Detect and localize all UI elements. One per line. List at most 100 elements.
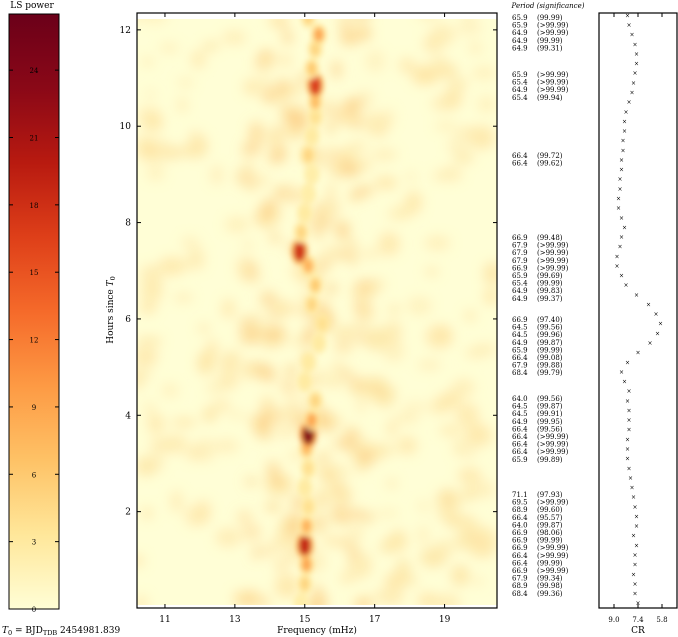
cr-point: × bbox=[619, 167, 624, 174]
period-significance: (99.99) bbox=[537, 346, 563, 354]
heatmap-frame bbox=[136, 12, 498, 609]
period-significance: (>99.99) bbox=[537, 264, 569, 272]
period-value: 69.5 bbox=[512, 499, 528, 507]
period-value: 66.4 bbox=[512, 514, 528, 522]
period-significance: (99.96) bbox=[537, 331, 563, 339]
ridge-power-core bbox=[301, 519, 312, 534]
cr-point: × bbox=[632, 562, 637, 569]
ridge-power-core bbox=[303, 499, 314, 514]
cr-point: × bbox=[616, 205, 621, 212]
cr-point: × bbox=[619, 273, 624, 280]
period-significance: (99.95) bbox=[537, 418, 563, 426]
period-significance: (>99.99) bbox=[537, 441, 569, 449]
period-value: 67.9 bbox=[512, 242, 528, 250]
ridge-power-core bbox=[306, 167, 317, 182]
period-significance: (99.87) bbox=[537, 339, 563, 347]
period-significance: (99.36) bbox=[537, 590, 563, 598]
colorbar-tick-label: 12 bbox=[30, 337, 39, 345]
cr-point: × bbox=[626, 427, 631, 434]
period-table: Period (significance) 65.9 (99.99) 65.9 (>9… bbox=[511, 2, 585, 598]
period-value: 64.9 bbox=[512, 287, 528, 295]
cr-point: × bbox=[632, 591, 637, 598]
cr-point: × bbox=[622, 118, 627, 125]
cr-point: × bbox=[655, 330, 660, 337]
period-value: 64.5 bbox=[512, 324, 528, 332]
ridge-power-core bbox=[306, 128, 317, 143]
cr-point: × bbox=[617, 186, 622, 193]
period-value: 64.5 bbox=[512, 331, 528, 339]
period-value: 68.4 bbox=[512, 369, 528, 377]
period-value: 65.9 bbox=[512, 22, 528, 30]
cr-point: × bbox=[626, 417, 631, 424]
ridge-power-core bbox=[303, 148, 314, 163]
cr-point: × bbox=[626, 99, 631, 106]
ridge-power-core bbox=[310, 393, 321, 408]
cr-point: × bbox=[619, 157, 624, 164]
period-value: 66.9 bbox=[512, 264, 528, 272]
heatmap-y-tick-label: 2 bbox=[125, 508, 131, 518]
period-value: 64.9 bbox=[512, 86, 528, 94]
period-value: 66.4 bbox=[512, 552, 528, 560]
period-value: 66.4 bbox=[512, 448, 528, 456]
period-significance: (98.06) bbox=[537, 529, 563, 537]
cr-point: × bbox=[625, 12, 630, 19]
period-value: 66.4 bbox=[512, 433, 528, 441]
period-value: 65.9 bbox=[512, 71, 528, 79]
ridge-power-core bbox=[303, 186, 314, 201]
period-significance: (99.94) bbox=[537, 94, 563, 102]
colorbar: LS power 0 3 6 9 12 15 18 21 24 bbox=[8, 1, 60, 614]
colorbar-tick-label: 15 bbox=[30, 269, 39, 277]
ridge-power-core bbox=[299, 480, 310, 495]
heatmap-y-tick-label: 10 bbox=[120, 122, 132, 132]
heatmap-panel: 11 13 15 17 19 2 4 6 8 10 12 Frequency (mHz) Hour… bbox=[106, 12, 498, 636]
period-significance: (99.56) bbox=[537, 324, 563, 332]
period-significance: (>99.99) bbox=[537, 79, 569, 87]
ridge-power-core bbox=[317, 316, 328, 331]
heatmap-x-tick-label: 17 bbox=[369, 615, 381, 625]
t0-reference-note: T0 = BJDTDB 2454981.839 bbox=[2, 626, 120, 637]
colorbar-tick-label: 0 bbox=[32, 606, 36, 614]
cr-point: × bbox=[632, 552, 637, 559]
period-significance: (99.99) bbox=[537, 280, 563, 288]
cr-point: × bbox=[617, 176, 622, 183]
period-value: 64.0 bbox=[512, 521, 528, 529]
period-significance: (99.72) bbox=[537, 152, 563, 160]
period-value: 66.9 bbox=[512, 234, 528, 242]
cr-point: × bbox=[622, 224, 627, 231]
cr-point: × bbox=[626, 388, 631, 395]
ridge-power-core bbox=[301, 557, 312, 572]
heatmap-x-label: Frequency (mHz) bbox=[277, 625, 357, 636]
heatmap-y-tick-label: 6 bbox=[125, 315, 131, 325]
period-significance: (99.08) bbox=[537, 354, 563, 362]
cr-point: × bbox=[614, 253, 619, 260]
period-significance: (>99.99) bbox=[537, 544, 569, 552]
cr-panel: ××××××××××××××××××××××××××××××××××××××××… bbox=[598, 12, 678, 636]
cr-point: × bbox=[632, 70, 637, 77]
ridge-power-core bbox=[313, 27, 324, 42]
period-value: 66.4 bbox=[512, 441, 528, 449]
cr-x-tick-label: 5.8 bbox=[656, 616, 667, 624]
cr-point: × bbox=[634, 61, 639, 68]
period-significance: (99.31) bbox=[537, 44, 563, 52]
period-significance: (99.62) bbox=[537, 160, 563, 168]
colorbar-tick-label: 24 bbox=[30, 67, 39, 75]
cr-x-tick-label: 7.4 bbox=[632, 616, 644, 624]
period-significance: (99.69) bbox=[537, 272, 563, 280]
cr-point: × bbox=[626, 465, 631, 472]
period-value: 66.4 bbox=[512, 559, 528, 567]
ridge-power-core bbox=[313, 336, 324, 351]
cr-point: × bbox=[625, 398, 630, 405]
cr-point: × bbox=[635, 600, 640, 607]
ridge-power-core bbox=[303, 258, 314, 273]
period-significance: (99.99) bbox=[537, 37, 563, 45]
cr-point: × bbox=[619, 234, 624, 241]
period-value: 64.9 bbox=[512, 295, 528, 303]
period-value: 65.4 bbox=[512, 94, 528, 102]
cr-point: × bbox=[626, 22, 631, 29]
colorbar-tick-label: 18 bbox=[30, 202, 39, 210]
period-value: 66.9 bbox=[512, 316, 528, 324]
colorbar-tick-label: 21 bbox=[30, 134, 39, 142]
period-value: 66.9 bbox=[512, 567, 528, 575]
period-value: 66.4 bbox=[512, 152, 528, 160]
cr-point: × bbox=[619, 369, 624, 376]
